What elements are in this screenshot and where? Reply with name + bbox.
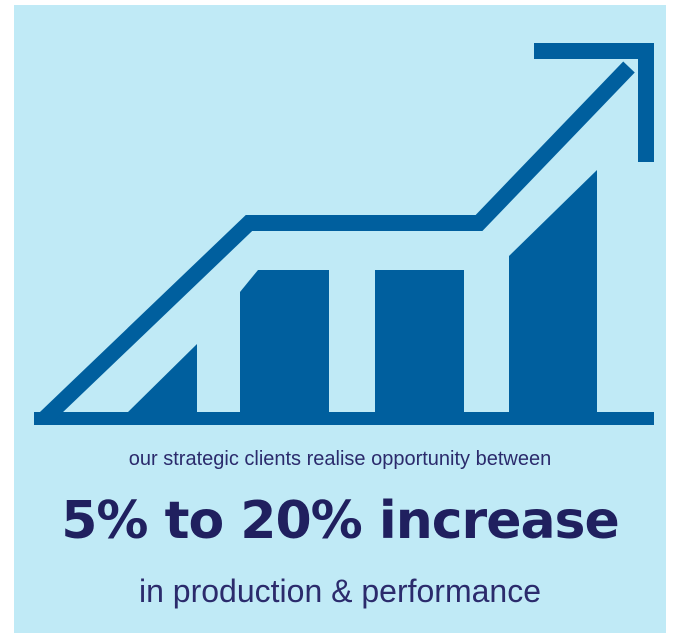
headline: 5% to 20% increase xyxy=(61,491,620,551)
trend-line xyxy=(34,61,635,425)
subline: in production & performance xyxy=(139,573,541,609)
chart-bar-2 xyxy=(240,270,329,413)
infographic-panel: our strategic clients realise opportunit… xyxy=(14,5,666,633)
chart-bar-3 xyxy=(375,270,464,413)
chart-bar-4 xyxy=(509,170,597,413)
arrow-head xyxy=(534,43,654,162)
chart-bar-1 xyxy=(127,344,197,413)
lead-text: our strategic clients realise opportunit… xyxy=(128,448,552,470)
growth-chart-arrow-icon xyxy=(34,43,654,425)
chart-baseline xyxy=(34,412,654,425)
